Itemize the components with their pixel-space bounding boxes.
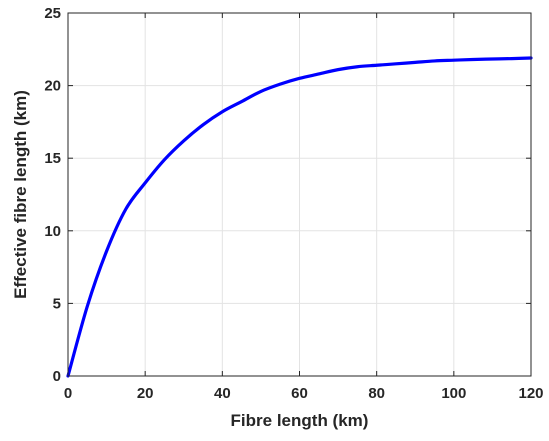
x-tick-label: 100 [441,385,466,402]
y-axis-label: Effective fibre length (km) [11,90,30,299]
x-tick-label: 0 [64,385,72,402]
series-line [66,56,533,378]
x-tick-label: 20 [137,385,154,402]
y-tick-label: 25 [44,5,61,22]
y-tick-label: 15 [44,150,61,167]
axis-ticks [67,12,532,377]
y-tick-label: 0 [53,368,61,385]
y-tick-label: 5 [53,295,61,312]
x-axis-label: Fibre length (km) [231,411,369,430]
x-tick-label: 60 [291,385,308,402]
y-tick-label: 10 [44,223,61,240]
x-tick-label: 120 [518,385,543,402]
x-tick-label: 80 [368,385,385,402]
x-tick-label: 40 [214,385,231,402]
series-layer [66,56,533,378]
grid-lines [68,13,531,376]
y-tick-label: 20 [44,78,61,95]
tick-labels: 0 20 40 60 80 100 120 0 5 10 15 20 25 [44,5,543,402]
